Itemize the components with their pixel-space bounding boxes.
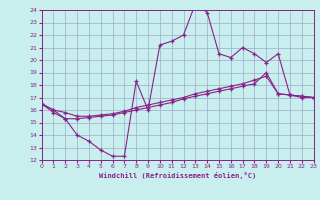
X-axis label: Windchill (Refroidissement éolien,°C): Windchill (Refroidissement éolien,°C)	[99, 172, 256, 179]
